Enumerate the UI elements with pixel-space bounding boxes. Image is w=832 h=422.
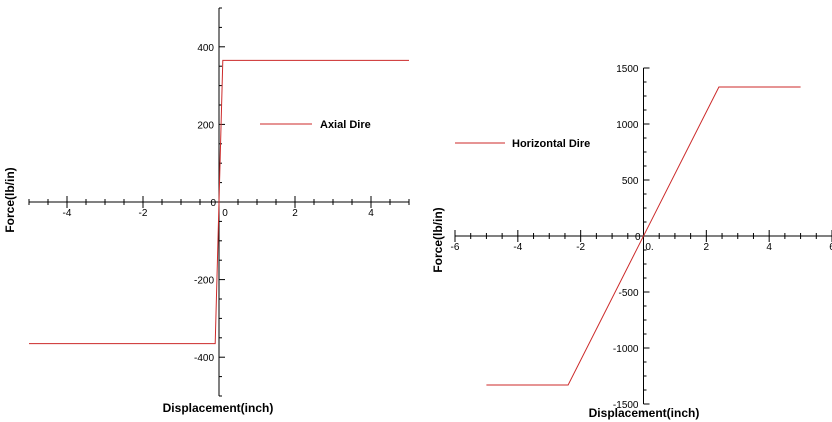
axial-chart: -4 -2 0 2 4 -400 -200 0 200 400 Axial Dire Displace… <box>3 7 410 415</box>
x-tick-label: -4 <box>513 242 522 253</box>
legend-label: Axial Dire <box>320 119 371 131</box>
x-tick-label: 4 <box>766 242 772 253</box>
y-axis-title: Force(lb/in) <box>3 167 17 232</box>
y-tick-label: 0 <box>210 198 216 209</box>
y-tick-label: -200 <box>194 276 214 287</box>
x-tick-label: -4 <box>63 208 72 219</box>
x-tick-label: 2 <box>704 242 710 253</box>
y-tick-label: 400 <box>197 43 214 54</box>
y-tick-label: 500 <box>622 176 639 187</box>
y-tick-label: -1500 <box>613 400 639 411</box>
horizontal-chart: -6 -4 -2 0. 2 4 6 -1500 -1000 -500 0 500 1000 1500 Hor… <box>431 64 832 420</box>
x-tick-label: -2 <box>139 208 148 219</box>
y-tick-label: 1000 <box>616 120 639 131</box>
y-axis-title: Force(lb/in) <box>431 207 445 272</box>
series-line <box>29 59 409 345</box>
x-tick-label: 2 <box>292 208 298 219</box>
y-tick-label: -1000 <box>613 344 639 355</box>
x-tick-label: 4 <box>368 208 374 219</box>
x-tick-label: 0. <box>645 242 653 253</box>
y-tick-label: -400 <box>194 353 214 364</box>
x-axis-title: Displacement(inch) <box>163 401 274 415</box>
x-tick-label: 0 <box>222 208 228 219</box>
x-tick-label: -2 <box>576 242 585 253</box>
x-axis-title: Displacement(inch) <box>589 406 700 420</box>
legend-label: Horizontal Dire <box>512 138 590 150</box>
series-line <box>486 86 801 386</box>
y-tick-label: 200 <box>197 120 214 131</box>
x-tick-label: 6 <box>829 242 832 253</box>
y-tick-label: -500 <box>618 288 638 299</box>
x-tick-label: -6 <box>451 242 460 253</box>
y-tick-label: 0 <box>635 232 641 243</box>
y-tick-label: 1500 <box>616 64 639 75</box>
